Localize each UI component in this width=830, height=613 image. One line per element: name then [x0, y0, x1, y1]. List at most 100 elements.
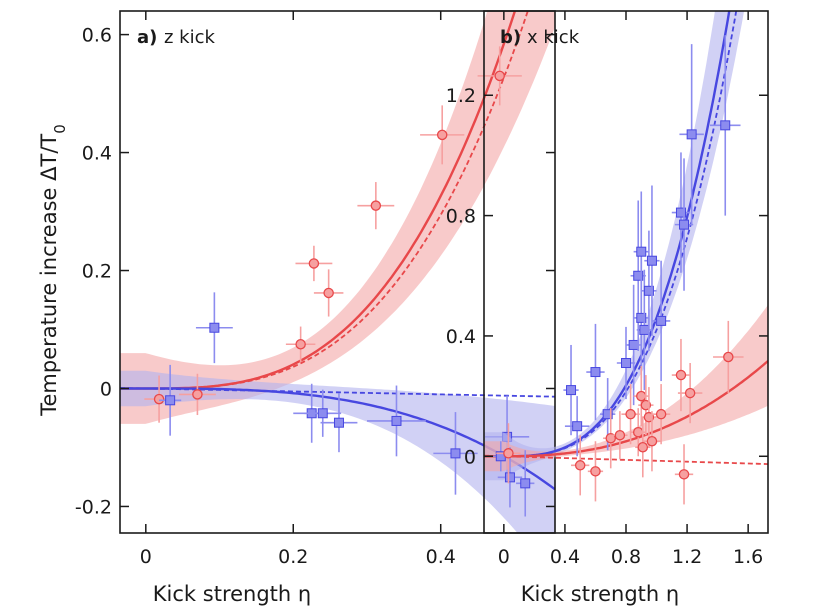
circle-marker	[684, 387, 696, 399]
x-tick-label: 1.6	[733, 546, 763, 568]
panel-a-red-data-point	[420, 105, 465, 165]
panel-b-blue-data-point	[563, 344, 579, 436]
square-marker	[636, 246, 647, 257]
panel-b-blue-data-point	[516, 450, 535, 517]
panel-a: 0 0.2 0.4 -0.2 0 0.2 0.4 0.6 a) z kick Kick str…	[75, 10, 556, 606]
panel-a-red-data-point	[295, 245, 333, 282]
panel-a-bands	[120, 11, 555, 533]
panel-b-red-data-point	[633, 366, 649, 427]
panel-b-blue-data-point	[630, 200, 646, 351]
square-marker	[333, 417, 344, 428]
circle-marker	[646, 435, 658, 447]
square-marker	[646, 255, 657, 266]
panel-a-red-data-point	[144, 375, 174, 423]
y-tick-label: 0.6	[82, 25, 112, 47]
square-marker	[675, 207, 686, 218]
square-marker	[633, 270, 644, 281]
panel-a-x-axis-title: Kick strength η	[153, 582, 311, 606]
panel-a-tick-labels: 0 0.2 0.4 -0.2 0 0.2 0.4 0.6	[75, 25, 456, 568]
panel-b-blue-data-point	[641, 230, 657, 351]
square-marker	[656, 315, 667, 326]
circle-marker	[323, 287, 334, 299]
panel-b-red-data-point	[651, 384, 671, 445]
panel-a-blue-model-dashed-line	[120, 387, 555, 398]
panel-b-red-data-point	[571, 435, 590, 496]
panel-a-red-data-point	[285, 326, 316, 362]
y-tick-label: 0.4	[446, 326, 476, 348]
circle-marker	[153, 393, 165, 405]
panel-b-ticks	[484, 11, 768, 533]
panel-b-blue-data-point	[674, 158, 694, 291]
circle-marker	[574, 460, 586, 471]
square-marker	[602, 409, 613, 420]
panel-b-title: x kick	[527, 27, 580, 48]
panel-b-blue-data-point	[644, 185, 660, 336]
panel-a-blue-data-point	[159, 364, 182, 436]
panel-b-letter: b)	[500, 27, 521, 48]
square-marker	[639, 324, 650, 335]
panel-a-red-data-point	[477, 46, 522, 106]
square-marker	[628, 339, 639, 350]
square-marker	[504, 472, 515, 483]
square-marker	[621, 358, 631, 369]
square-marker	[391, 415, 402, 426]
panel-a-red-data-point	[313, 269, 344, 317]
panel-b-red-data-point	[671, 338, 691, 412]
panel-a-ticks	[120, 11, 555, 533]
panel-b-red-data-point	[587, 441, 604, 502]
x-tick-label: 0.8	[611, 546, 641, 568]
circle-marker	[590, 466, 601, 477]
panel-a-frame	[119, 10, 556, 534]
panel-a-red-data-point	[178, 373, 216, 416]
square-marker	[450, 448, 461, 459]
panel-b-red-data-point	[635, 417, 651, 478]
panel-b-red-data-point	[677, 363, 703, 424]
panel-a-title: z kick	[164, 27, 215, 48]
panel-b-blue-confidence-band	[484, 11, 745, 481]
square-marker	[209, 322, 220, 333]
panel-b-red-data-point	[674, 444, 694, 505]
x-tick-label: 1.2	[672, 546, 702, 568]
panel-a-blue-data-point	[433, 412, 478, 495]
circle-marker	[625, 408, 636, 420]
panel-b-blue-data-point	[616, 326, 636, 400]
panel-b-red-data-point	[642, 411, 662, 472]
panel-a-letter: a)	[137, 27, 157, 48]
y-tick-label: 1.2	[446, 85, 476, 107]
square-marker	[566, 385, 577, 396]
x-tick-label: 0.2	[278, 546, 308, 568]
square-marker	[165, 395, 176, 406]
panel-a-red-data-point	[357, 182, 395, 230]
panel-a-blue-data-point	[304, 389, 342, 437]
x-tick-label: 0	[498, 546, 510, 568]
circle-marker	[308, 258, 320, 269]
panel-b-blue-data-point	[671, 152, 691, 273]
panel-a-blue-data-point	[195, 292, 233, 364]
panel-b-blue-data-point	[633, 257, 649, 379]
square-marker	[636, 312, 647, 323]
panel-b-blue-data-point	[679, 44, 704, 225]
panel-b-red-data-point	[496, 423, 521, 484]
circle-marker	[614, 429, 626, 441]
panel-a-red-confidence-band	[120, 11, 555, 424]
panel-b-blue-data-point	[586, 323, 605, 421]
panel-b-bands	[484, 11, 768, 481]
circle-marker	[192, 389, 203, 400]
panel-b-blue-data-point	[493, 441, 509, 472]
circle-marker	[678, 469, 690, 480]
circle-marker	[494, 70, 505, 82]
panel-b-red-fit-line	[484, 360, 768, 458]
y-tick-label: 0.8	[446, 206, 476, 228]
circle-marker	[503, 448, 514, 459]
panel-a-blue-data-point	[320, 393, 358, 453]
square-marker	[679, 219, 690, 230]
circle-marker	[370, 200, 382, 211]
circle-marker	[723, 351, 734, 363]
panel-b-x-axis-title: Kick strength η	[521, 582, 679, 606]
y-tick-label: 0	[100, 378, 112, 400]
panel-b-red-confidence-band	[484, 304, 768, 472]
y-axis-title: Temperature increase ΔT/T0	[37, 124, 69, 417]
square-marker	[686, 129, 697, 140]
panel-b: 0 0.4 0.8 1.2 1.6 0 0.4 0.8 1.2 b) x kick Kick s…	[446, 10, 769, 606]
